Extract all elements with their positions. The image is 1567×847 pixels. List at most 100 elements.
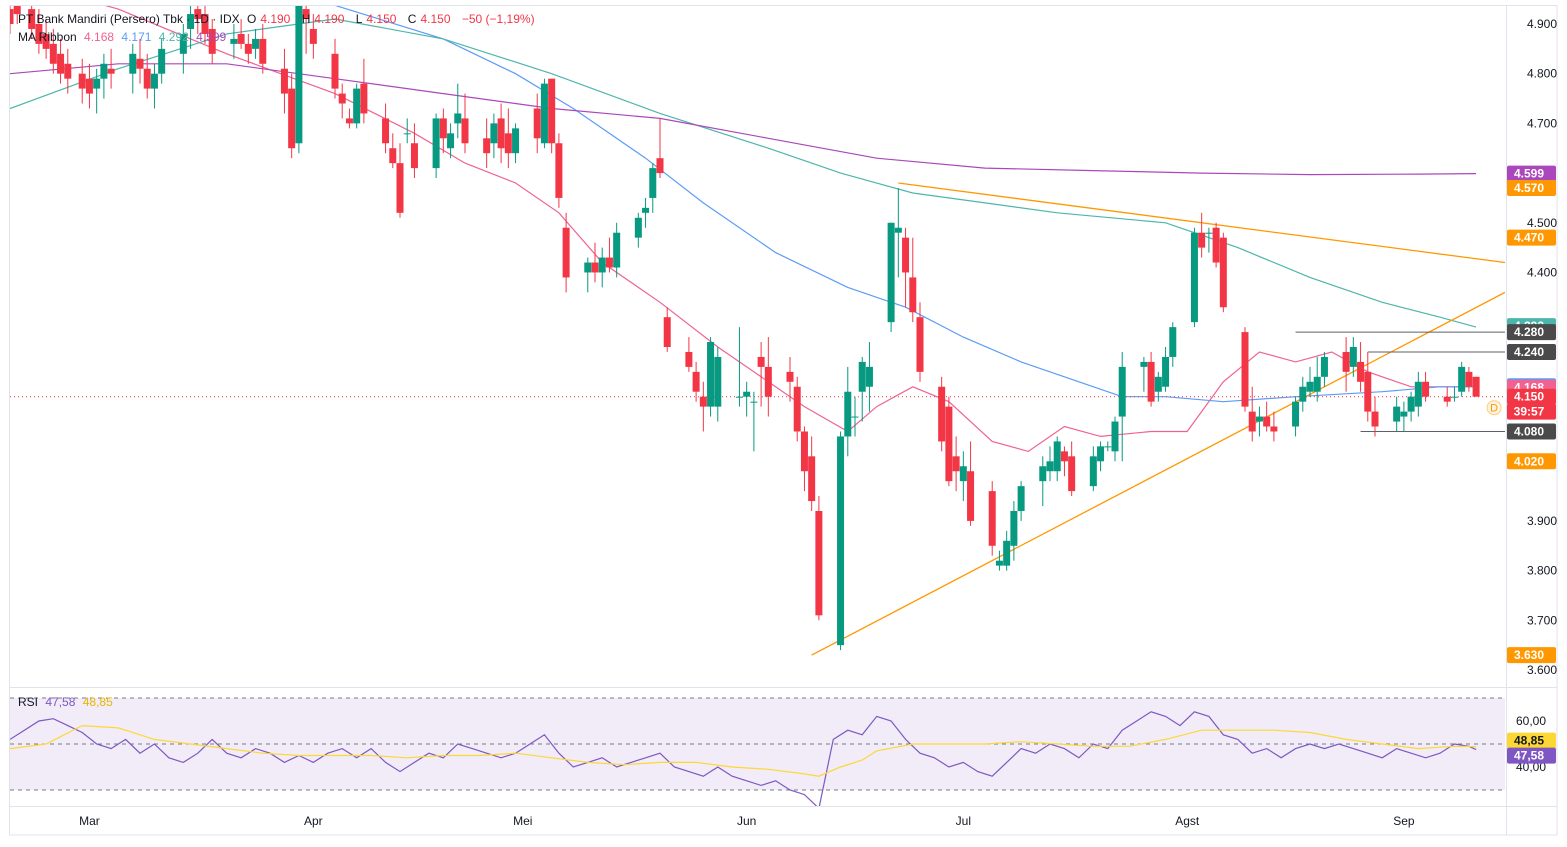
candle[interactable] <box>1299 376 1307 412</box>
trendline-2[interactable] <box>811 291 1505 656</box>
candle[interactable] <box>382 103 390 154</box>
candle[interactable] <box>743 381 751 417</box>
candle[interactable] <box>1443 386 1451 407</box>
candle[interactable] <box>1263 401 1271 432</box>
candle[interactable] <box>35 9 43 54</box>
candle[interactable] <box>1313 356 1321 402</box>
candle[interactable] <box>1400 401 1408 432</box>
candle[interactable] <box>967 441 975 526</box>
candle[interactable] <box>28 0 36 39</box>
candle[interactable] <box>1068 441 1076 497</box>
candle[interactable] <box>42 19 50 59</box>
candle[interactable] <box>483 118 491 169</box>
candle[interactable] <box>851 396 859 437</box>
candle[interactable] <box>360 58 368 124</box>
candle[interactable] <box>1147 351 1155 407</box>
candle[interactable] <box>909 237 917 323</box>
candle[interactable] <box>230 24 238 59</box>
candle[interactable] <box>194 0 202 34</box>
candle[interactable] <box>1364 351 1372 422</box>
rsi-legend[interactable]: RSI 47,58 48,85 <box>18 695 117 709</box>
candle[interactable] <box>540 78 548 149</box>
rsi-pane[interactable] <box>10 697 1505 808</box>
candle[interactable] <box>837 431 845 651</box>
candle[interactable] <box>49 28 57 74</box>
candle[interactable] <box>447 123 455 159</box>
candle[interactable] <box>598 247 606 288</box>
candle[interactable] <box>757 342 765 407</box>
candle[interactable] <box>295 0 303 154</box>
candle[interactable] <box>353 83 361 129</box>
candle[interactable] <box>548 78 556 154</box>
candle[interactable] <box>1053 436 1061 482</box>
candle[interactable] <box>244 33 252 64</box>
candle[interactable] <box>894 187 902 278</box>
candle[interactable] <box>252 28 260 59</box>
candle[interactable] <box>1465 366 1473 392</box>
candle[interactable] <box>187 4 195 49</box>
candle[interactable] <box>1198 212 1206 258</box>
candle[interactable] <box>512 123 520 164</box>
candle[interactable] <box>201 4 209 44</box>
candle[interactable] <box>808 436 816 511</box>
candle[interactable] <box>1039 456 1047 507</box>
marker-d-badge[interactable] <box>1486 400 1502 416</box>
candle[interactable] <box>1046 446 1054 482</box>
candle[interactable] <box>714 347 722 422</box>
candle[interactable] <box>916 302 924 382</box>
candle[interactable] <box>605 237 613 273</box>
candle[interactable] <box>959 451 967 502</box>
candle[interactable] <box>555 133 563 208</box>
candle[interactable] <box>64 48 72 94</box>
main-pane[interactable] <box>0 0 1505 656</box>
candle[interactable] <box>887 222 895 333</box>
candle[interactable] <box>1162 347 1170 392</box>
candle[interactable] <box>613 222 621 278</box>
candle[interactable] <box>1154 371 1162 402</box>
candle[interactable] <box>634 212 642 248</box>
candle[interactable] <box>1320 351 1328 387</box>
candle[interactable] <box>439 108 447 154</box>
candle[interactable] <box>1169 322 1177 367</box>
candle[interactable] <box>649 163 657 213</box>
candle[interactable] <box>331 38 339 99</box>
candle[interactable] <box>410 123 418 179</box>
candle[interactable] <box>699 381 707 432</box>
ma-ribbon-legend[interactable]: MA Ribbon 4.168 4.171 4.292 4.599 <box>18 30 230 44</box>
candle[interactable] <box>656 118 664 179</box>
candle[interactable] <box>259 24 267 74</box>
candle[interactable] <box>100 53 108 99</box>
candle[interactable] <box>1255 406 1263 437</box>
candle[interactable] <box>1003 530 1011 571</box>
candle[interactable] <box>1017 481 1025 521</box>
candle[interactable] <box>309 14 317 59</box>
candle[interactable] <box>208 19 216 64</box>
candle[interactable] <box>945 396 953 487</box>
candle[interactable] <box>1190 227 1198 328</box>
candle[interactable] <box>865 342 873 412</box>
candle[interactable] <box>1241 327 1249 412</box>
candle[interactable] <box>396 143 404 218</box>
candle[interactable] <box>345 108 353 129</box>
candle[interactable] <box>1357 342 1365 392</box>
candle[interactable] <box>288 73 296 159</box>
candle[interactable] <box>78 58 86 104</box>
candle[interactable] <box>136 38 144 84</box>
candle[interactable] <box>591 242 599 283</box>
candle[interactable] <box>1292 396 1300 437</box>
candle[interactable] <box>1140 356 1148 392</box>
candle[interactable] <box>685 337 693 372</box>
candle[interactable] <box>1306 366 1314 397</box>
candle[interactable] <box>1393 396 1401 432</box>
candle[interactable] <box>988 481 996 556</box>
candle[interactable] <box>642 197 650 228</box>
candle[interactable] <box>93 68 101 114</box>
candle[interactable] <box>1104 441 1112 452</box>
candle[interactable] <box>1248 386 1256 442</box>
candle[interactable] <box>158 38 166 84</box>
candle[interactable] <box>938 376 946 452</box>
candle[interactable] <box>85 63 93 109</box>
candle[interactable] <box>815 496 823 621</box>
candle[interactable] <box>692 361 700 402</box>
candle[interactable] <box>490 113 498 159</box>
